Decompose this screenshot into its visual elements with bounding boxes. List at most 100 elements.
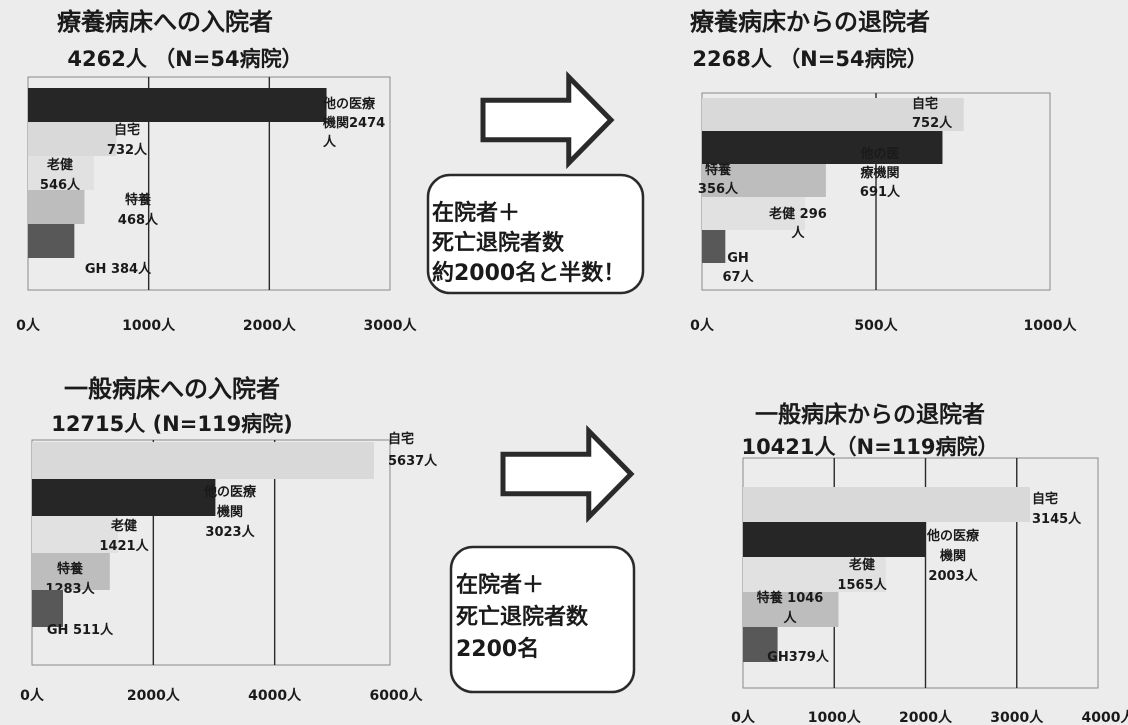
- chart-subtitle: 12715人 (N=119病院): [51, 412, 293, 436]
- data-label: 老健 296 人: [768, 206, 827, 241]
- data-label-line: 人: [323, 134, 337, 150]
- note-line: 約2000名と半数！: [432, 260, 625, 286]
- data-label-line: 特養 1046: [757, 590, 824, 606]
- data-label-line: 特養: [57, 561, 83, 577]
- data-label: 老健 1565人: [837, 557, 887, 593]
- data-label: GH 384人: [85, 261, 152, 277]
- bar-老健: [743, 557, 886, 592]
- bar-特養: [743, 592, 839, 627]
- x-tick-label: 0人: [20, 687, 45, 704]
- data-label-line: 自宅: [912, 96, 938, 112]
- data-label-line: 752人: [912, 115, 953, 131]
- bar-自宅: [743, 487, 1030, 522]
- data-label-line: 5637人: [388, 453, 438, 469]
- bar-GH: [32, 590, 64, 627]
- data-label: 他の医療機関2474 人: [322, 96, 385, 150]
- data-label-line: 1565人: [837, 577, 887, 593]
- chart-title: 療養病床からの退院者: [690, 8, 930, 36]
- data-label-line: 療機関: [860, 165, 899, 181]
- data-label-line: 機関2474: [323, 115, 385, 131]
- x-tick-label: 3000人: [990, 709, 1044, 725]
- chart-title: 療養病床への入院者: [57, 8, 273, 36]
- data-label-line: 人: [783, 610, 797, 626]
- chart-subtitle: 2268人 （N=54病院）: [692, 47, 927, 71]
- note-line: 在院者＋: [432, 200, 520, 226]
- note-box: 在院者＋ 死亡退院者数約2000名と半数！: [426, 173, 645, 295]
- note-line: 死亡退院者数: [432, 230, 565, 256]
- data-label: 自宅 752人: [912, 96, 953, 131]
- data-label-line: GH 384人: [85, 261, 152, 277]
- bar-GH: [702, 230, 726, 263]
- arrow-right-icon: [480, 70, 615, 170]
- x-tick-label: 4000人: [248, 687, 302, 704]
- data-label-line: 自宅: [1032, 491, 1058, 507]
- data-label-line: 67人: [722, 269, 754, 285]
- data-label-line: 老健: [110, 518, 137, 534]
- data-label-line: 356人: [698, 181, 739, 197]
- bar-自宅: [32, 442, 374, 479]
- data-label: 老健 1421人: [99, 518, 149, 554]
- data-label-line: 他の医療: [322, 96, 376, 112]
- arrow-right-icon: [500, 424, 635, 524]
- note-box: 在院者＋ 死亡退院者数 2200名: [449, 545, 636, 694]
- data-label: GH 511人: [47, 622, 114, 638]
- x-tick-label: 2000人: [899, 709, 953, 725]
- data-label-line: 自宅: [388, 431, 414, 447]
- data-label: 自宅 732人: [107, 122, 148, 158]
- data-label-line: 機関: [940, 548, 966, 564]
- note-frame: [449, 545, 636, 694]
- data-label: GH379人: [767, 649, 830, 665]
- x-tick-label: 6000人: [370, 687, 424, 704]
- data-label: GH 67人: [722, 251, 754, 285]
- data-label: 自宅 3145人: [1032, 491, 1082, 527]
- data-label-line: 特養: [125, 192, 151, 208]
- data-label-line: GH 511人: [47, 622, 114, 638]
- data-label-line: GH379人: [767, 649, 830, 665]
- data-label-line: 他の医療: [926, 528, 980, 544]
- data-label-line: 691人: [860, 184, 901, 200]
- data-label-line: 老健: [848, 557, 875, 573]
- data-label-line: 732人: [107, 142, 148, 158]
- x-tick-label: 0人: [16, 317, 41, 334]
- x-tick-label: 0人: [690, 317, 715, 334]
- bar-老健: [702, 197, 806, 230]
- note-text: 在院者＋ 死亡退院者数 2200名: [456, 572, 589, 662]
- note-line: 死亡退院者数: [456, 604, 589, 630]
- data-label-line: 老健 296: [768, 206, 827, 222]
- bar-GH: [743, 627, 778, 662]
- data-label-line: 老健: [46, 157, 73, 173]
- chart-panel-1: 療養病床への入院者 4262人 （N=54病院） 他の医療機関2474 人 自宅 732人…: [16, 8, 417, 334]
- bar-自宅: [28, 122, 117, 156]
- data-label-line: 1421人: [99, 538, 149, 554]
- bar-他の医療機関: [32, 479, 216, 516]
- data-label-line: 他の医: [859, 146, 899, 162]
- x-tick-label: 1000人: [808, 709, 862, 725]
- data-label: 老健 546人: [40, 157, 81, 193]
- bar-他の医療機関: [702, 131, 943, 164]
- x-tick-label: 500人: [854, 317, 898, 334]
- data-label: 特養 468人: [118, 192, 159, 228]
- bar-他の医療機関: [743, 522, 926, 557]
- bar-特養: [702, 164, 826, 197]
- data-label-line: 468人: [118, 212, 159, 228]
- data-label-line: 特養: [705, 162, 731, 178]
- data-label: 特養 356人: [698, 162, 739, 197]
- bar-他の医療機関: [28, 88, 327, 122]
- bar-特養: [32, 553, 110, 590]
- data-label-line: 機関: [217, 504, 243, 520]
- bar-老健: [32, 516, 119, 553]
- x-tick-label: 1000人: [1024, 317, 1078, 334]
- chart-subtitle: 10421人（N=119病院）: [741, 435, 998, 459]
- data-label-line: 3023人: [205, 524, 255, 540]
- data-label-line: 546人: [40, 177, 81, 193]
- bar-特養: [28, 190, 85, 224]
- x-tick-label: 2000人: [243, 317, 297, 334]
- data-label-line: 他の医療: [203, 484, 257, 500]
- x-tick-label: 1000人: [122, 317, 176, 334]
- data-label: 特養 1046 人: [757, 590, 824, 626]
- data-label-line: 2003人: [928, 568, 978, 584]
